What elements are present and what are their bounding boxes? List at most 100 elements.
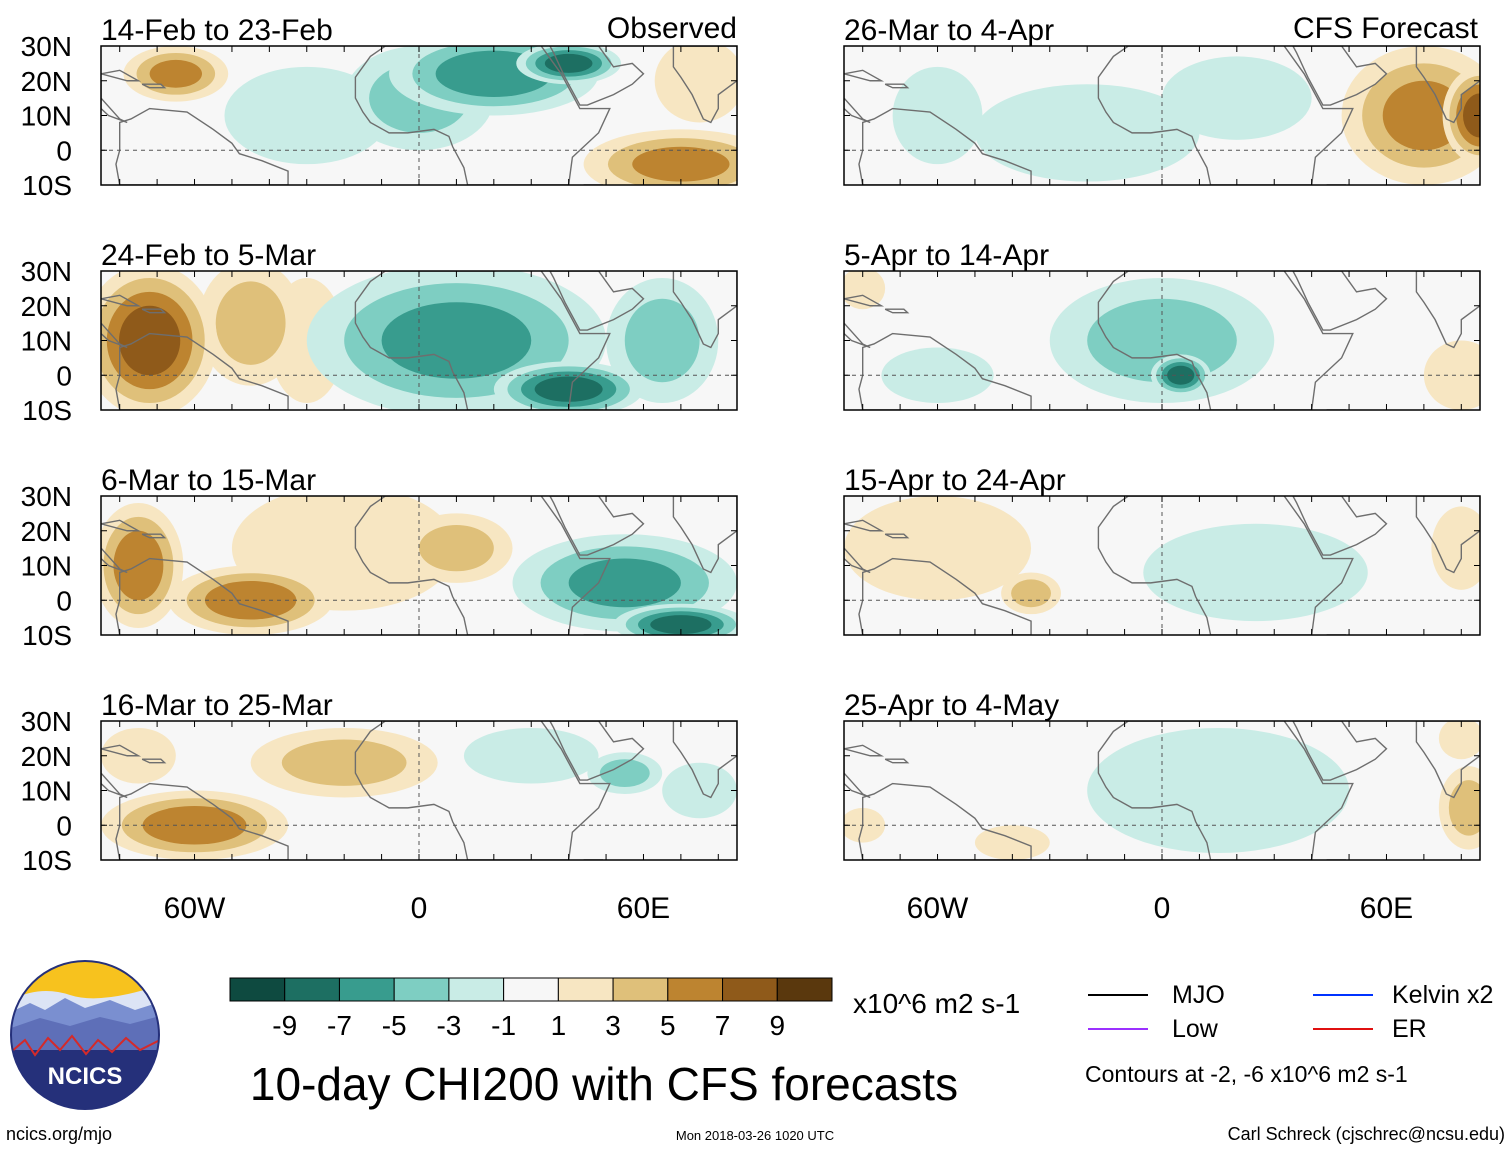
coastline (884, 533, 910, 539)
anomaly-cell (149, 59, 203, 88)
anomaly-cell (650, 615, 712, 635)
map-panel: 15-Apr to 24-Apr (843, 464, 1481, 636)
coastline (1292, 721, 1388, 781)
main-title: 10-day CHI200 with CFS forecasts (250, 1058, 958, 1110)
coastline (101, 519, 142, 532)
legend-label: Low (1172, 1015, 1219, 1043)
colorbar-tick-label: -7 (327, 1010, 352, 1041)
colorbar: -9 -7 -5 -3 -1 1 3 5 7 9 x10^6 m2 s-1 (229, 977, 1020, 1041)
coastline (858, 107, 1032, 185)
panel-period-label: 14-Feb to 23-Feb (101, 14, 333, 47)
coastline (672, 271, 737, 349)
coastline (549, 721, 645, 781)
coastline (354, 46, 611, 185)
colorbar-tick-label: -5 (382, 1010, 407, 1041)
anomaly-field (101, 496, 737, 635)
coastline (583, 409, 604, 410)
colorbar-tick-label: 3 (605, 1010, 621, 1041)
coastline (1097, 46, 1354, 185)
anomaly-cell (281, 739, 407, 786)
anomaly-cell (662, 762, 737, 819)
coastline (549, 271, 645, 331)
anomaly-cell (534, 376, 603, 402)
panel-period-label: 24-Feb to 5-Mar (101, 239, 316, 272)
coastline (101, 69, 142, 82)
map-panel: 5-Apr to 14-Apr (843, 239, 1481, 411)
anomaly-cell (1011, 579, 1052, 608)
coastline (115, 557, 289, 635)
coastline (1292, 496, 1388, 556)
coastline (884, 308, 910, 314)
anomaly-cell (381, 302, 532, 379)
footer-url: ncics.org/mjo (6, 1124, 112, 1144)
anomaly-cell (142, 805, 247, 845)
coastline (844, 530, 871, 574)
panel-period-label: 15-Apr to 24-Apr (844, 464, 1066, 497)
colorbar-units: x10^6 m2 s-1 (853, 988, 1020, 1019)
colorbar-swatch (776, 977, 833, 1002)
coastline (884, 758, 910, 764)
coastline (844, 744, 885, 757)
anomaly-cell (1143, 523, 1368, 622)
coastline (101, 80, 128, 124)
map-panel: 25-Apr to 4-May (843, 689, 1481, 861)
y-tick-label: 10S (22, 395, 72, 426)
logo-ring (10, 960, 160, 1110)
map-panel: 26-Mar to 4-Apr (843, 14, 1481, 186)
anomaly-cell (463, 727, 599, 784)
colorbar-swatch (448, 977, 505, 1002)
colorbar-tick-label: 9 (769, 1010, 785, 1041)
x-tick-label: 0 (1154, 892, 1171, 925)
contour-note: Contours at -2, -6 x10^6 m2 s-1 (1085, 1061, 1408, 1087)
coastline (115, 107, 289, 185)
anomaly-field (101, 721, 737, 860)
colorbar-swatch (667, 977, 724, 1002)
coastline (884, 83, 910, 89)
coastline (141, 308, 167, 314)
y-tick-label: 10N (21, 101, 72, 132)
y-tick-label: 10N (21, 326, 72, 357)
colorbar-swatch (229, 977, 286, 1002)
panel-period-label: 6-Mar to 15-Mar (101, 464, 316, 497)
colorbar-tick-label: 1 (551, 1010, 567, 1041)
coastline (101, 294, 142, 307)
footer-timestamp: Mon 2018-03-26 1020 UTC (676, 1128, 834, 1143)
logo-line (11, 1034, 159, 1057)
coastline (115, 782, 289, 860)
coastline (1097, 721, 1354, 860)
anomaly-field (101, 271, 737, 410)
coastline (672, 496, 737, 574)
colorbar-swatch (284, 977, 340, 1002)
coastline (101, 530, 128, 574)
footer-author: Carl Schreck (cjschrec@ncsu.edu) (1228, 1124, 1505, 1144)
anomaly-cell (204, 580, 297, 620)
coastline (101, 305, 128, 349)
logo-text: NCICS (48, 1063, 123, 1090)
anomaly-cell (1448, 780, 1480, 836)
coastline (354, 721, 611, 860)
anomaly-cell (215, 281, 286, 365)
y-tick-label: 30N (21, 706, 72, 737)
coastline (844, 305, 871, 349)
colorbar-swatch (503, 977, 559, 1002)
colorbar-tick-label: -1 (491, 1010, 516, 1041)
anomaly-cell (654, 46, 737, 123)
anomaly-cell (568, 558, 681, 608)
coastline (1415, 721, 1480, 799)
colorbar-swatch (338, 977, 395, 1002)
colorbar-swatch (612, 977, 669, 1002)
y-tick-label: 20N (21, 66, 72, 97)
anomaly-field (844, 271, 1480, 410)
x-tick-label: 60E (617, 892, 670, 925)
legend-label: MJO (1172, 981, 1225, 1009)
anomaly-cell (881, 347, 994, 404)
y-tick-label: 30N (21, 31, 72, 62)
coastline (858, 557, 1032, 635)
coastline (1292, 46, 1388, 106)
y-tick-label: 30N (21, 256, 72, 287)
panel-period-label: 16-Mar to 25-Mar (101, 689, 333, 722)
anomaly-cell (844, 271, 886, 310)
